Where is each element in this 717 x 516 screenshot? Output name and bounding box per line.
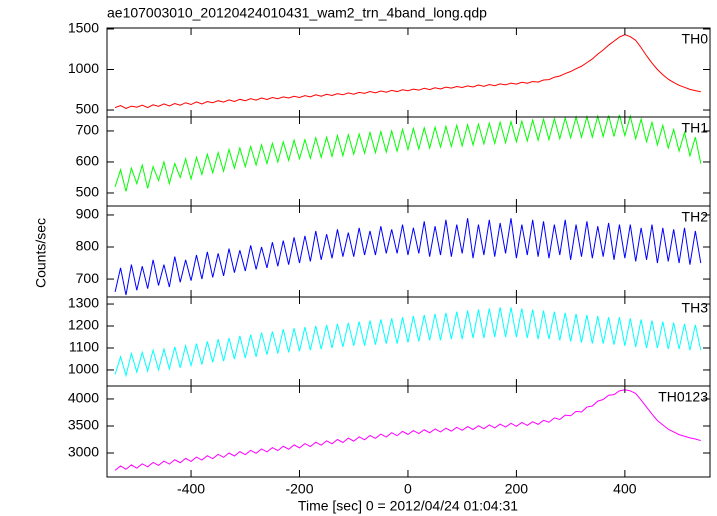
- panel-label: TH2: [682, 209, 709, 225]
- y-tick-label: 4000: [68, 390, 99, 406]
- x-tick-label: -200: [285, 481, 313, 497]
- data-line: [114, 218, 702, 296]
- y-tick-label: 1000: [68, 60, 99, 76]
- data-line: [114, 307, 702, 378]
- y-tick-label: 500: [76, 101, 100, 117]
- y-tick-label: 500: [76, 184, 100, 200]
- y-tick-label: 1200: [68, 317, 99, 333]
- x-tick-label: -400: [177, 481, 205, 497]
- y-axis-label: Counts/sec: [33, 218, 49, 288]
- x-tick-label: 0: [404, 481, 412, 497]
- x-axis-label: Time [sec] 0 = 2012/04/24 01:04:31: [298, 498, 518, 514]
- panel-label: TH3: [682, 300, 709, 316]
- x-tick-label: 200: [505, 481, 529, 497]
- data-line: [114, 114, 702, 192]
- y-tick-label: 900: [76, 206, 100, 222]
- y-tick-label: 600: [76, 153, 100, 169]
- data-line: [114, 34, 701, 109]
- x-tick-label: 400: [613, 481, 637, 497]
- y-tick-label: 1500: [68, 20, 99, 36]
- panel-label: TH0: [682, 31, 709, 47]
- y-tick-label: 1100: [69, 339, 99, 355]
- y-tick-label: 1300: [68, 295, 99, 311]
- y-tick-label: 3500: [68, 417, 99, 433]
- y-tick-label: 800: [76, 238, 100, 254]
- panel-frame: [106, 27, 711, 118]
- data-line: [114, 389, 701, 471]
- panel-frame: [106, 385, 711, 478]
- y-tick-label: 700: [76, 270, 100, 286]
- chart-title: ae107003010_20120424010431_wam2_trn_4ban…: [107, 5, 487, 21]
- y-tick-label: 700: [76, 122, 100, 138]
- panel-label: TH1: [682, 120, 709, 136]
- panel-label: TH0123: [658, 389, 708, 405]
- y-tick-label: 3000: [68, 444, 99, 460]
- y-tick-label: 1000: [68, 361, 99, 377]
